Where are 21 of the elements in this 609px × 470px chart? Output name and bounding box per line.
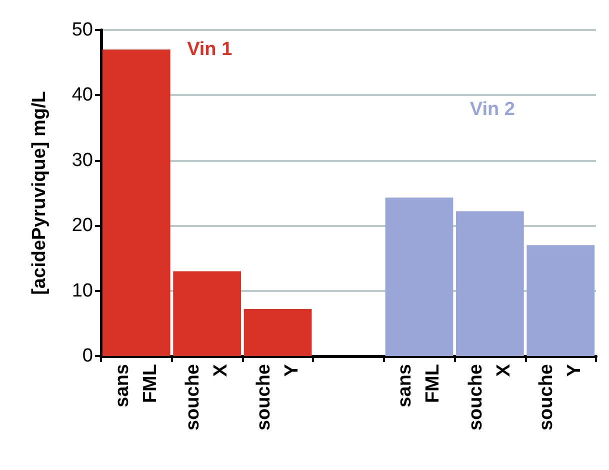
y-axis-title: [acidePyruvique] mg/L [29, 90, 50, 295]
bar [173, 271, 242, 356]
y-tick-label: 50 [72, 20, 93, 40]
y-tick-label: 40 [72, 84, 93, 106]
y-tick-label: 0 [82, 346, 93, 366]
text: Vin 2 [470, 99, 515, 120]
x-tick-label: souche X [182, 364, 232, 431]
bar [244, 309, 312, 356]
y-tick-label: 10 [72, 280, 93, 302]
x-tick-label: sans FML [112, 364, 161, 408]
x-tick-label: sans FML [394, 364, 444, 408]
bar [102, 50, 170, 356]
series-label: Vin 1 [187, 39, 233, 60]
y-tick-label: 30 [72, 150, 93, 171]
x-tick-label: souche Y [536, 364, 586, 431]
x-tick-label: souche Y [253, 364, 302, 431]
x-tick-label: souche X [465, 364, 514, 431]
bar [456, 211, 524, 356]
y-tick-label: 20 [72, 215, 93, 236]
bar [526, 245, 595, 356]
bar [385, 198, 454, 356]
